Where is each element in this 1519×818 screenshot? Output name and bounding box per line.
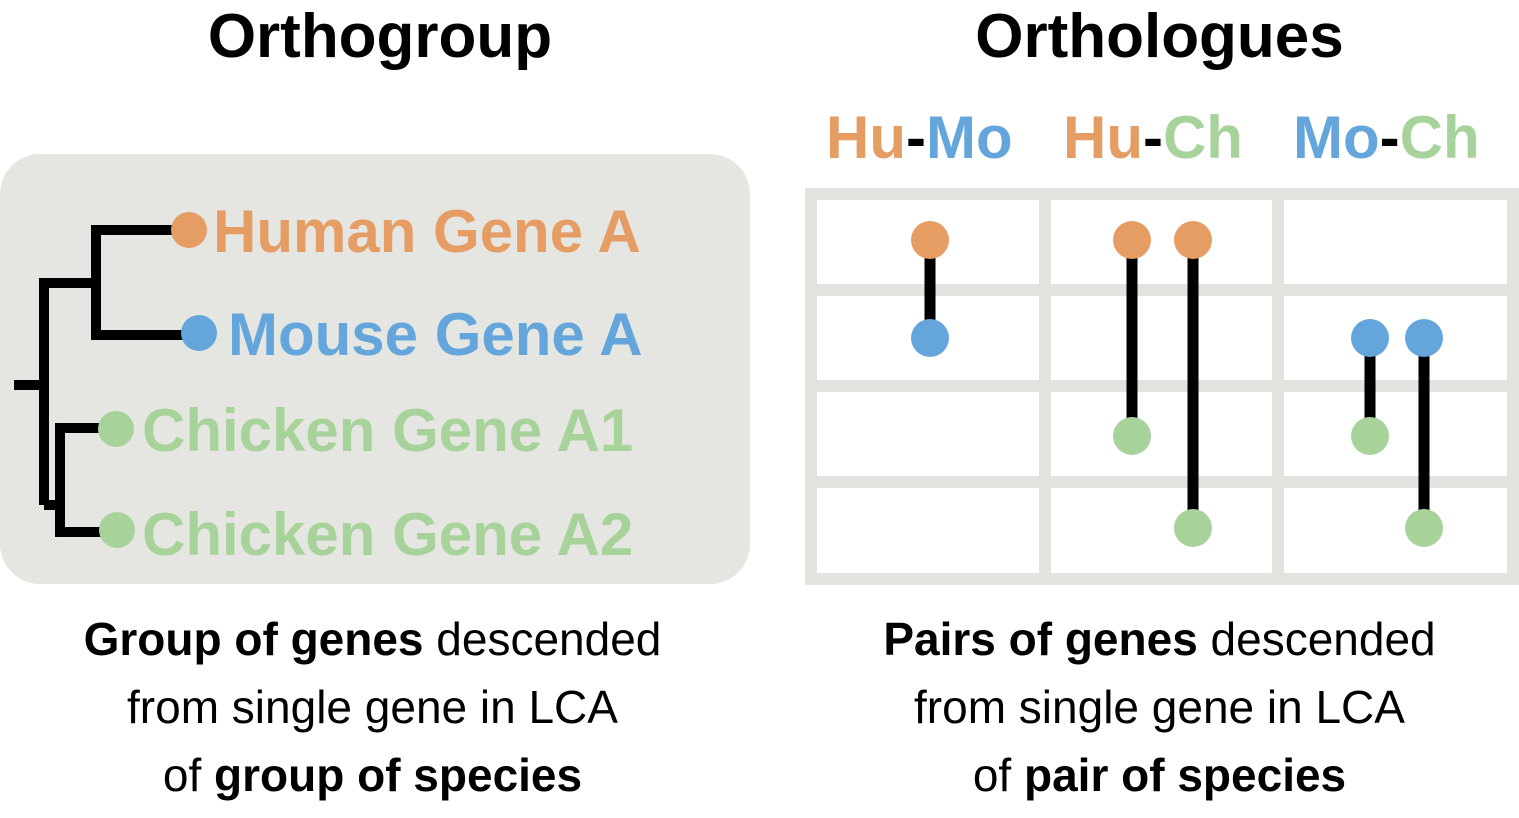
caption-text: descended [423, 613, 662, 665]
chicken-a1-gene-dot [98, 411, 134, 447]
orthologue-pair-hu-ch-2 [1174, 221, 1212, 547]
caption-text: descended [1197, 613, 1436, 665]
caption-bold: Pairs of genes [883, 613, 1198, 665]
tree-branch-human-mouse [91, 225, 186, 340]
orthogroup-caption: Group of genes descended from single gen… [0, 605, 745, 809]
pair-chicken-dot [1174, 509, 1212, 547]
orthologues-caption: Pairs of genes descended from single gen… [800, 605, 1519, 809]
orthologue-pair-hu-mo [911, 221, 949, 357]
gene-label-human: Human Gene A [213, 198, 641, 265]
caption-bold: group of species [214, 749, 583, 801]
pair-mouse-dot [911, 319, 949, 357]
column-header-hu-mo: Hu-Mo [826, 108, 1013, 168]
gene-label-mouse: Mouse Gene A [228, 301, 643, 368]
tree-branch-chicken [55, 423, 115, 537]
gene-label-chicken-a2: Chicken Gene A2 [142, 501, 634, 568]
header-species-a: Hu [826, 104, 906, 171]
column-header-mo-ch: Mo-Ch [1293, 108, 1480, 168]
pair-mouse-dot [1405, 319, 1443, 357]
orthologue-pair-hu-ch-1 [1113, 221, 1151, 455]
header-species-b: Ch [1399, 104, 1480, 171]
column-header-hu-ch: Hu-Ch [1063, 108, 1243, 168]
pair-human-dot [1113, 221, 1151, 259]
tree-branch-mammals [39, 278, 96, 505]
chicken-a2-gene-dot [99, 512, 135, 548]
caption-text: of [162, 749, 215, 801]
header-species-b: Ch [1162, 104, 1243, 171]
pair-chicken-dot [1405, 509, 1443, 547]
header-separator: - [905, 104, 926, 171]
header-separator: - [1142, 104, 1163, 171]
orthologues-title: Orthologues [975, 2, 1344, 71]
human-gene-dot [171, 212, 207, 248]
orthogroup-title: Orthogroup [207, 2, 553, 71]
mouse-gene-dot [181, 315, 217, 351]
caption-bold: pair of species [1024, 749, 1347, 801]
pair-chicken-dot [1351, 417, 1389, 455]
header-species-b: Mo [925, 104, 1013, 171]
pair-human-dot [1174, 221, 1212, 259]
orthologue-pair-mo-ch-2 [1405, 319, 1443, 547]
gene-tree [14, 225, 186, 537]
orthologue-pair-mo-ch-1 [1351, 319, 1389, 455]
pair-mouse-dot [1351, 319, 1389, 357]
caption-line: from single gene in LCA [127, 681, 618, 733]
pair-human-dot [911, 221, 949, 259]
caption-bold: Group of genes [83, 613, 424, 665]
caption-text: of [972, 749, 1024, 801]
header-species-a: Hu [1063, 104, 1143, 171]
pair-chicken-dot [1113, 417, 1151, 455]
header-separator: - [1379, 104, 1400, 171]
gene-label-chicken-a1: Chicken Gene A1 [142, 397, 634, 464]
header-species-a: Mo [1293, 104, 1380, 171]
caption-line: from single gene in LCA [914, 681, 1405, 733]
